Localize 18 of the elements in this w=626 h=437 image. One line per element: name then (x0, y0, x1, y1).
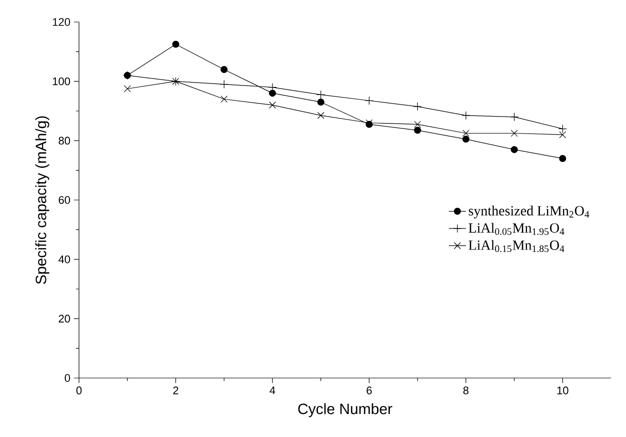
legend-label: LiAl$_{0.15}$Mn$_{1.85}$O$_{4}$ (468, 240, 564, 252)
y-tick-label: 20 (58, 314, 70, 323)
y-tick-label: 120 (52, 18, 70, 26)
legend-label: LiAl$_{0.05}$Mn$_{1.95}$O$_{4}$ (468, 222, 564, 235)
y-tick-label: 60 (58, 196, 70, 204)
legend-label: synthesized LiMn$_{2}$O$_{4}$ (468, 206, 590, 218)
y-tick-label: 40 (58, 255, 70, 264)
y-axis-title: Specific capacity (mAh/g) (35, 116, 50, 284)
x-tick-label: 2 (173, 386, 178, 394)
y-tick-label: 100 (52, 77, 70, 86)
x-axis-title: Cycle Number (298, 403, 392, 418)
x-tick-label: 0 (76, 386, 82, 394)
x-tick-label: 8 (463, 386, 468, 394)
y-tick-label: 0 (64, 374, 70, 382)
x-tick-label: 10 (557, 386, 568, 394)
y-tick-label: 80 (58, 136, 70, 145)
x-tick-label: 6 (366, 386, 372, 394)
x-tick-label: 4 (270, 386, 276, 394)
